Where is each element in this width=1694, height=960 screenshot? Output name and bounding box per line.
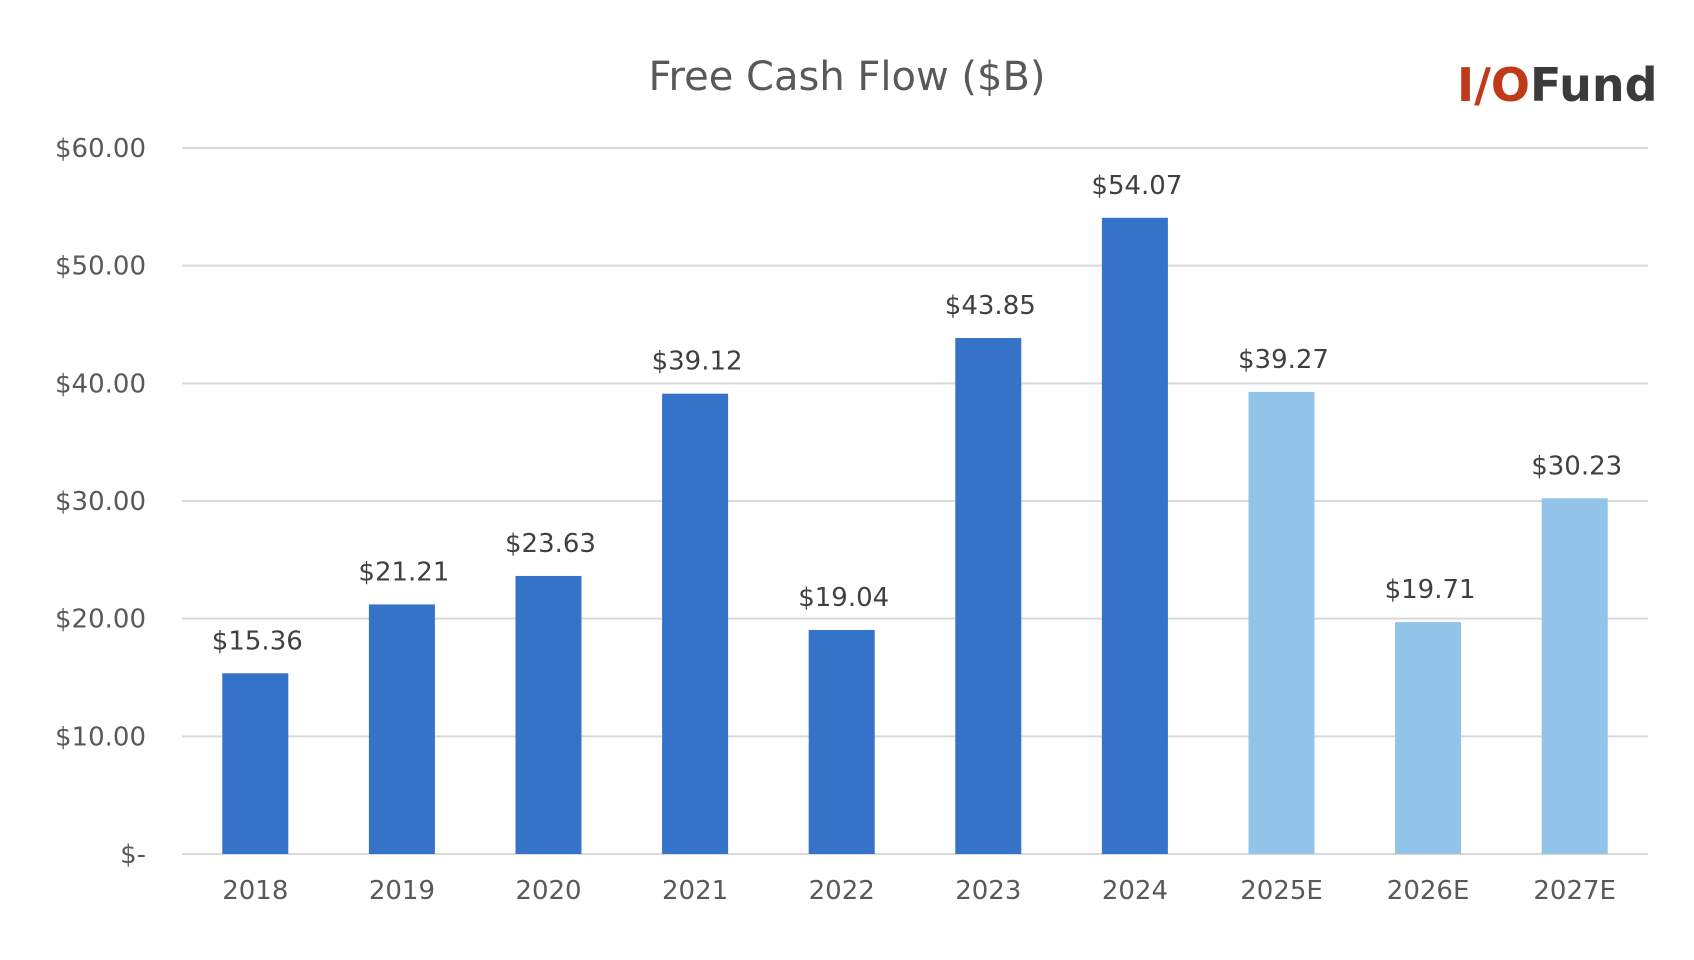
data-label-2018: $15.36 bbox=[212, 626, 303, 656]
data-labels: $15.36 $21.21 $23.63 $39.12 $19.04 $43.85 $54.… bbox=[212, 171, 1622, 656]
y-tick-label: $30.00 bbox=[55, 487, 146, 517]
bar-2025e bbox=[1248, 391, 1315, 854]
y-tick-label: $40.00 bbox=[55, 369, 146, 399]
data-label-2024: $54.07 bbox=[1091, 171, 1182, 201]
logo: I/OFund bbox=[1457, 58, 1658, 112]
logo-part-o: O bbox=[1491, 58, 1530, 112]
data-label-2019: $21.21 bbox=[358, 557, 449, 587]
x-tick-label-2023: 2023 bbox=[955, 876, 1021, 906]
bar-2018 bbox=[222, 673, 289, 854]
logo-part-slash: I/ bbox=[1457, 58, 1491, 112]
data-label-2025e: $39.27 bbox=[1238, 345, 1329, 375]
x-tick-label-2018: 2018 bbox=[222, 876, 288, 906]
bars bbox=[222, 217, 1608, 854]
bar-2022 bbox=[808, 629, 875, 854]
bar-2027e bbox=[1541, 498, 1608, 854]
x-tick-label-2026e: 2026E bbox=[1387, 876, 1470, 906]
bar-2023 bbox=[955, 338, 1022, 854]
data-label-2027e: $30.23 bbox=[1531, 451, 1622, 481]
bar-2019 bbox=[368, 604, 435, 854]
chart-title: Free Cash Flow ($B) bbox=[648, 54, 1045, 100]
y-tick-label: $- bbox=[120, 840, 146, 870]
logo-part-fund: Fund bbox=[1530, 58, 1658, 112]
y-tick-label: $60.00 bbox=[55, 134, 146, 164]
bar-2021 bbox=[662, 393, 729, 854]
bar-2024 bbox=[1101, 217, 1168, 854]
y-tick-label: $50.00 bbox=[55, 252, 146, 282]
bar-2026e bbox=[1395, 622, 1462, 854]
data-label-2020: $23.63 bbox=[505, 529, 596, 559]
x-tick-label-2024: 2024 bbox=[1102, 876, 1168, 906]
x-tick-label-2019: 2019 bbox=[369, 876, 435, 906]
x-tick-label-2021: 2021 bbox=[662, 876, 728, 906]
y-axis-tick-labels: $- $10.00 $20.00 $30.00 $40.00 $50.00 $60.00 bbox=[55, 134, 146, 870]
y-tick-label: $20.00 bbox=[55, 605, 146, 635]
x-axis-tick-labels: 2018 2019 2020 2021 2022 2023 2024 2025E 2026E 20… bbox=[222, 876, 1616, 906]
x-tick-label-2025e: 2025E bbox=[1240, 876, 1323, 906]
logo-text: I/OFund bbox=[1457, 58, 1658, 112]
data-label-2023: $43.85 bbox=[945, 291, 1036, 321]
x-tick-label-2027e: 2027E bbox=[1533, 876, 1616, 906]
data-label-2022: $19.04 bbox=[798, 583, 889, 613]
x-tick-label-2020: 2020 bbox=[515, 876, 581, 906]
data-label-2021: $39.12 bbox=[652, 347, 743, 377]
y-tick-label: $10.00 bbox=[55, 722, 146, 752]
x-tick-label-2022: 2022 bbox=[809, 876, 875, 906]
bar-2020 bbox=[515, 575, 582, 854]
data-label-2026e: $19.71 bbox=[1385, 575, 1476, 605]
